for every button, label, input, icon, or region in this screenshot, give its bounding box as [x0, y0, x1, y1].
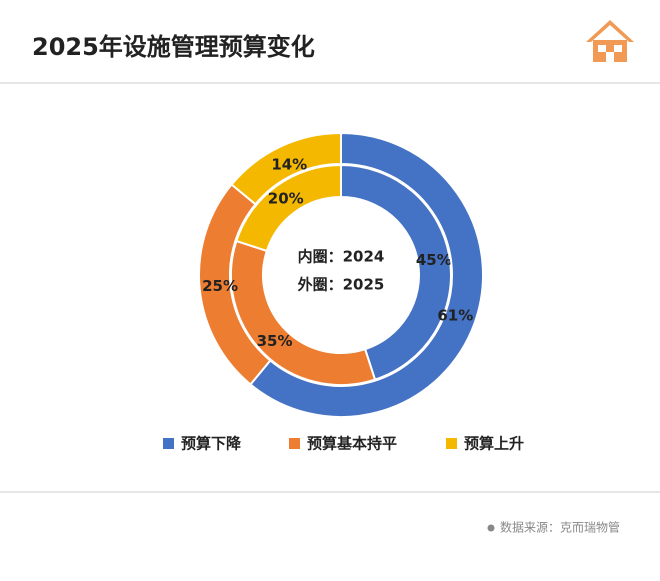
legend-swatch [289, 438, 300, 449]
donut-segment [340, 163, 452, 381]
legend-swatch [446, 438, 457, 449]
source: 数据来源：克而瑞物管 [500, 520, 620, 535]
source-dot [487, 524, 495, 532]
donut-segment [230, 131, 342, 206]
legend-swatch [163, 438, 174, 449]
house-icon [586, 20, 634, 62]
legend-label: 预算下降 [181, 435, 242, 453]
donut-segment [249, 131, 484, 418]
data-label: 20% [268, 189, 304, 207]
data-label: 25% [202, 277, 238, 295]
legend-label: 预算上升 [464, 435, 524, 453]
data-label: 45% [416, 251, 452, 269]
data-label: 14% [271, 156, 307, 174]
center-label: 内圈：2024 [298, 248, 385, 266]
chart-title: 2025年设施管理预算变化 [32, 33, 315, 61]
data-label: 35% [257, 332, 293, 350]
center-label: 外圈：2025 [297, 276, 385, 294]
legend-label: 预算基本持平 [307, 435, 397, 453]
data-label: 61% [437, 307, 473, 325]
